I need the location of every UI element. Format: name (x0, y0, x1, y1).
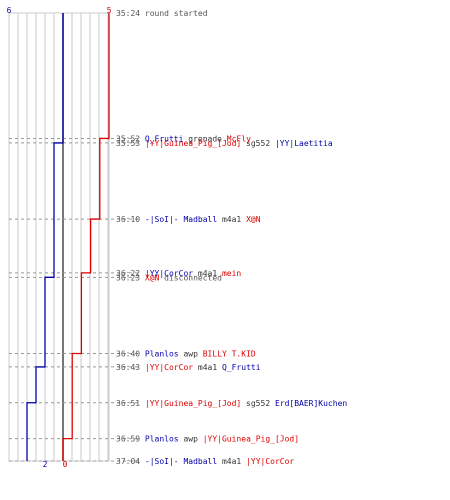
event-row: 36:22 |YY|CorCor m4a1 mein (116, 269, 241, 278)
event-time: 36:43 (116, 363, 145, 372)
event-text: |YY|Guinea_Pig_[Jod] (145, 399, 241, 408)
event-time: 35:53 (116, 139, 145, 148)
event-text: Q_Frutti (222, 363, 261, 372)
event-text: awp (179, 435, 203, 444)
event-row: 36:10 -|SoI|- Madball m4a1 X@N (116, 215, 261, 224)
event-row: 36:51 |YY|Guinea_Pig_[Jod] sg552 Erd[BAE… (116, 399, 347, 408)
event-time: 36:40 (116, 349, 145, 358)
event-text: awp (179, 349, 203, 358)
event-row: 37:04 -|SoI|- Madball m4a1 |YY|CorCor (116, 457, 294, 466)
event-text: m4a1 (217, 215, 246, 224)
red-team-alive-line (62, 13, 110, 461)
event-text: Planlos (145, 349, 179, 358)
event-time: 35:24 (116, 9, 145, 18)
event-time: 37:04 (116, 457, 145, 466)
event-text: -|SoI|- Madball (145, 457, 217, 466)
red-start-count: 5 (107, 6, 112, 15)
event-text: X@N (145, 273, 160, 282)
event-text: m4a1 (193, 363, 222, 372)
event-row: 36:23 X@N disconnected (116, 273, 222, 282)
event-time: 36:22 (116, 269, 145, 278)
event-guide-lines (9, 137, 140, 462)
event-row: 36:40 Planlos awp BILLY T.KID (116, 349, 256, 358)
event-text: sg552 (241, 399, 275, 408)
event-row: 35:52 Q_Frutti grenade McFly (116, 134, 251, 143)
event-text: Planlos (145, 435, 179, 444)
event-text: round started (145, 9, 208, 18)
blue-end-count: 2 (43, 460, 48, 469)
event-text: X@N (246, 215, 261, 224)
event-text: disconnected (159, 273, 222, 282)
event-text: |YY|Guinea_Pig_[Jod] (203, 435, 299, 444)
event-text: BILLY T.KID (203, 349, 256, 358)
plot-grid (8, 12, 110, 462)
event-text: |YY|CorCor (246, 457, 294, 466)
event-time: 36:51 (116, 399, 145, 408)
event-text: m4a1 (193, 269, 222, 278)
event-text: McFly (227, 134, 251, 143)
event-text: m4a1 (217, 457, 246, 466)
event-row: 35:53 |YY|Guinea_Pig_[Jod] sg552 |YY|Lae… (116, 139, 333, 148)
event-text: |YY|Guinea_Pig_[Jod] (145, 139, 241, 148)
event-text: |YY|Laetitia (275, 139, 333, 148)
event-text: sg552 (241, 139, 275, 148)
plot-frame (8, 12, 110, 462)
event-text: |YY|CorCor (145, 363, 193, 372)
event-row: 35:24 round started (116, 9, 208, 18)
event-log: 35:24 round started 35:52 Q_Frutti grenad… (116, 9, 347, 466)
event-text: mein (222, 269, 241, 278)
event-row: 36:59 Planlos awp |YY|Guinea_Pig_[Jod] (116, 435, 299, 444)
alive-count-labels: 6 5 2 0 (7, 6, 112, 469)
event-row: 36:43 |YY|CorCor m4a1 Q_Frutti (116, 363, 261, 372)
event-text: -|SoI|- Madball (145, 215, 217, 224)
event-text: grenade (183, 134, 226, 143)
event-text: Q_Frutti (145, 134, 184, 143)
event-time: 36:59 (116, 435, 145, 444)
red-end-count: 0 (63, 460, 68, 469)
blue-start-count: 6 (7, 6, 12, 15)
team-step-lines (26, 13, 110, 461)
event-time: 36:10 (116, 215, 145, 224)
event-time: 35:52 (116, 134, 145, 143)
blue-team-alive-line (26, 13, 64, 461)
event-time: 36:23 (116, 273, 145, 282)
event-text: Erd[BAER]Kuchen (275, 399, 347, 408)
event-text: |YY|CorCor (145, 269, 193, 278)
